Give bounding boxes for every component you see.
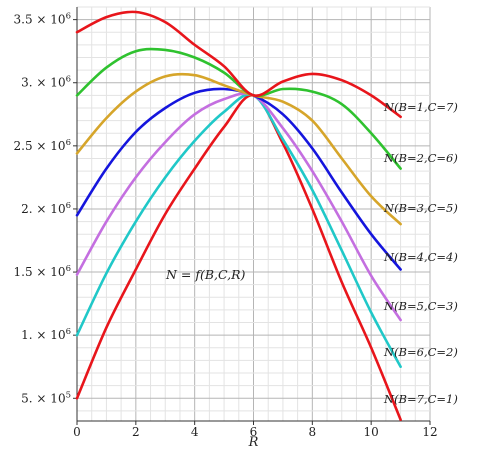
series-line-2: [75, 47, 402, 170]
x-tick-label: 8: [309, 425, 317, 439]
y-tick-label: 5. × 105: [21, 390, 71, 405]
series-label-3: N(B=3,C=5): [383, 201, 458, 215]
x-axis-label: R: [248, 435, 259, 450]
series-label-7: N(B=7,C=1): [383, 392, 458, 406]
x-tick-label: 0: [73, 425, 81, 439]
y-tick-label: 2.5 × 106: [14, 138, 71, 153]
series-line-5: [75, 92, 402, 322]
series-line-1: [75, 10, 402, 119]
y-tick-label: 3. × 106: [21, 75, 71, 90]
series-line-7: [75, 94, 402, 421]
x-tick-label: 4: [191, 425, 199, 439]
x-tick-label: 2: [132, 425, 140, 439]
y-tick-label: 3.5 × 106: [14, 12, 71, 27]
grid: [76, 6, 431, 421]
axes: 0 2 4 6 8 10 12 5. × 105 1. × 106 1.5 × 106 2. × 1…: [14, 7, 438, 439]
x-tick-label: 12: [422, 425, 437, 439]
series-label-1: N(B=1,C=7): [383, 100, 458, 114]
x-tick-label: 10: [364, 425, 379, 439]
series-label-6: N(B=6,C=2): [383, 345, 458, 359]
series-label-5: N(B=5,C=3): [383, 299, 458, 313]
y-tick-label: 1. × 106: [21, 327, 71, 342]
chart-annotation: N = f(B,C,R): [165, 267, 246, 282]
series-label-2: N(B=2,C=6): [383, 151, 458, 165]
series-label-4: N(B=4,C=4): [383, 250, 458, 264]
series-group: [75, 10, 402, 421]
series-line-6: [75, 93, 402, 368]
series-labels: N(B=1,C=7) N(B=2,C=6) N(B=3,C=5) N(B=4,C=4)…: [383, 100, 458, 406]
x-tick-label: 6: [250, 425, 258, 439]
y-tick-label: 2. × 106: [21, 201, 71, 216]
y-tick-label: 1.5 × 106: [14, 264, 71, 279]
series-line-3: [75, 72, 402, 226]
